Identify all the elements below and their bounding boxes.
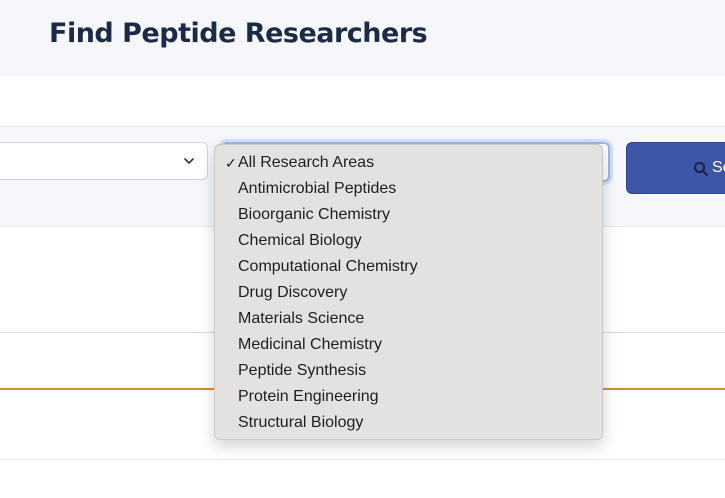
dropdown-option-medicinal-chemistry[interactable]: Medicinal Chemistry [215,332,602,358]
dropdown-option-computational-chemistry[interactable]: Computational Chemistry [215,254,602,280]
check-icon: ✓ [225,155,237,171]
option-label: Antimicrobial Peptides [238,180,397,197]
spacer-band [0,76,725,126]
option-label: All Research Areas [238,154,375,171]
research-area-dropdown: ✓ All Research Areas Antimicrobial Pepti… [214,144,603,440]
filter-select[interactable] [0,142,208,180]
dropdown-option-peptide-synthesis[interactable]: Peptide Synthesis [215,358,602,384]
option-label: Protein Engineering [238,388,379,405]
page-header: Find Peptide Researchers [0,0,725,76]
search-button[interactable]: Se [626,142,725,194]
row-divider [0,459,725,460]
option-label: Medicinal Chemistry [238,336,383,353]
dropdown-option-all-research-areas[interactable]: ✓ All Research Areas [215,150,602,176]
dropdown-option-protein-engineering[interactable]: Protein Engineering [215,384,602,410]
search-button-label: Se [712,159,725,176]
dropdown-option-structural-biology[interactable]: Structural Biology [215,410,602,436]
search-icon [693,161,709,177]
option-label: Bioorganic Chemistry [238,206,391,223]
dropdown-option-materials-science[interactable]: Materials Science [215,306,602,332]
dropdown-option-chemical-biology[interactable]: Chemical Biology [215,228,602,254]
option-label: Chemical Biology [238,232,362,249]
option-label: Structural Biology [238,414,364,431]
option-label: Peptide Synthesis [238,362,367,379]
dropdown-option-bioorganic-chemistry[interactable]: Bioorganic Chemistry [215,202,602,228]
dropdown-option-drug-discovery[interactable]: Drug Discovery [215,280,602,306]
page-title: Find Peptide Researchers [49,18,428,49]
dropdown-option-antimicrobial-peptides[interactable]: Antimicrobial Peptides [215,176,602,202]
option-label: Materials Science [238,310,365,327]
option-label: Drug Discovery [238,284,348,301]
option-label: Computational Chemistry [238,258,418,275]
chevron-down-icon [184,158,194,164]
